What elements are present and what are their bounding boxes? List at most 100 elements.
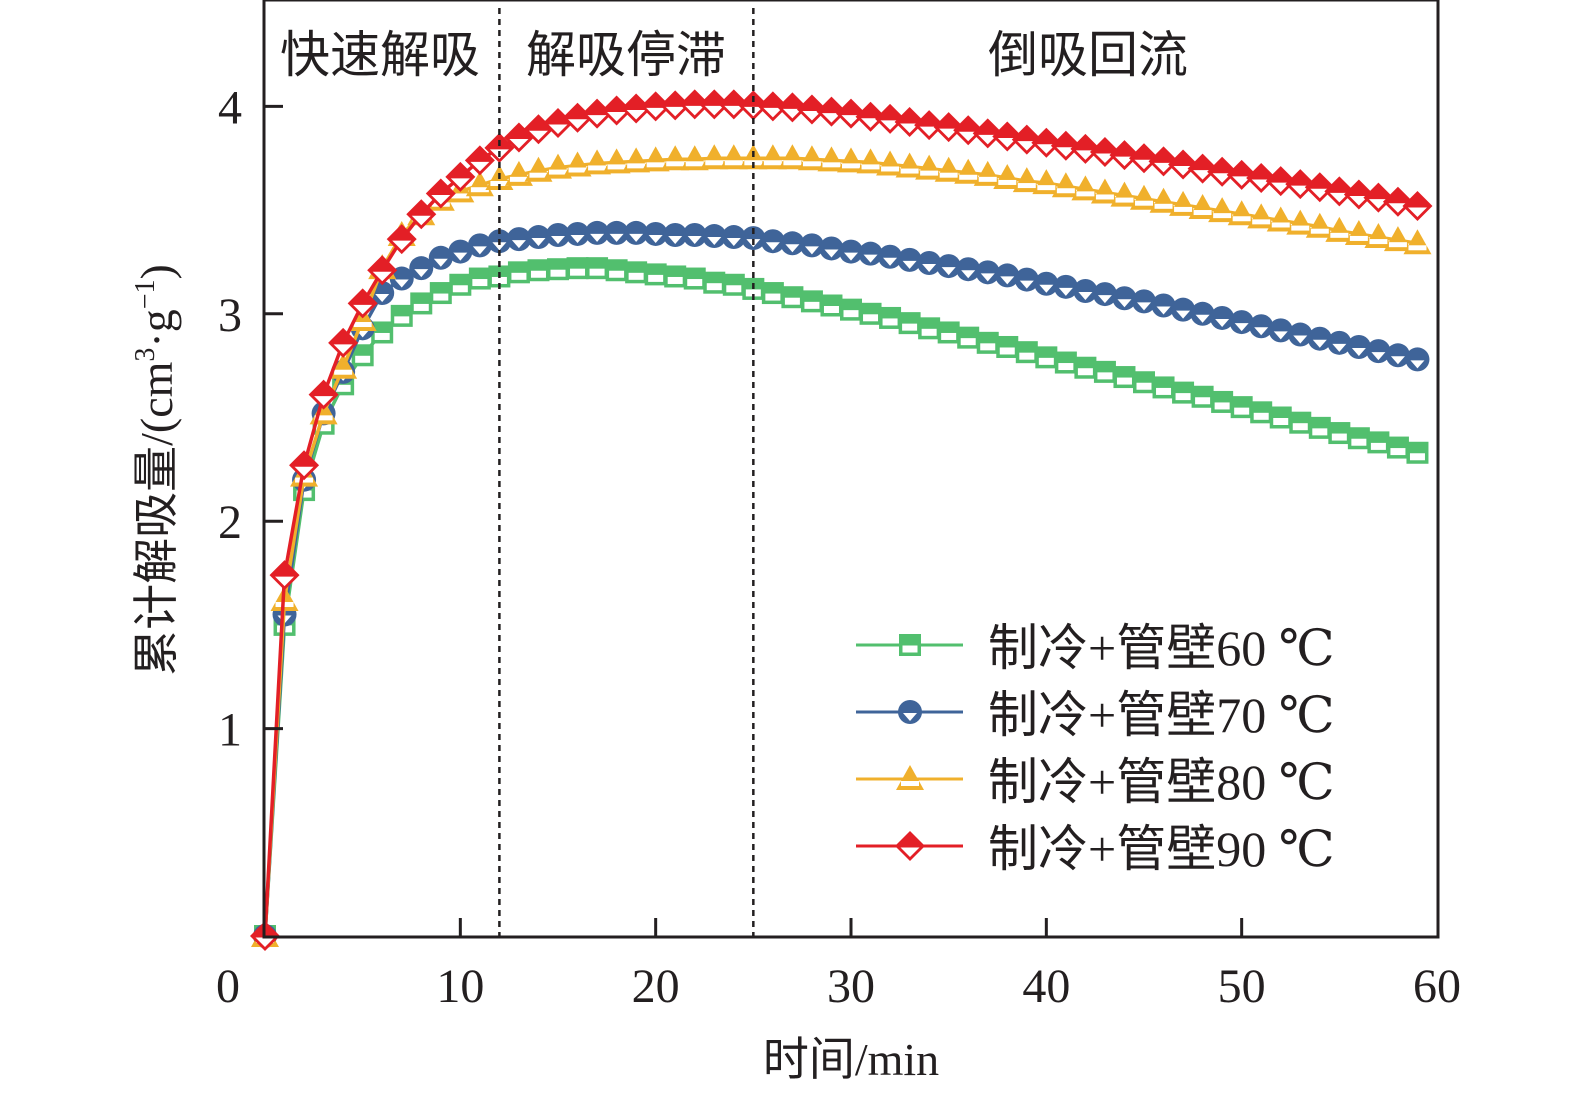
data-point (1113, 366, 1136, 389)
legend-item: 制冷+管壁60 ℃ (856, 620, 1335, 676)
legend-label: 制冷+管壁60 ℃ (988, 620, 1335, 676)
data-point (1367, 431, 1390, 454)
data-point (1405, 347, 1430, 372)
data-point (1129, 143, 1159, 174)
data-point (1304, 172, 1335, 203)
data-point (1285, 169, 1316, 200)
data-point (371, 321, 394, 344)
data-point (719, 144, 748, 170)
data-point (820, 294, 843, 317)
data-point (328, 327, 359, 358)
data-point (409, 256, 434, 281)
data-point (1109, 140, 1140, 171)
data-point (858, 241, 883, 266)
data-point (1133, 371, 1155, 394)
data-point (565, 221, 590, 246)
data-point (856, 148, 885, 174)
data-point (1051, 172, 1080, 198)
x-tick-label: 0 (216, 960, 240, 1013)
data-point (781, 286, 804, 309)
data-point (1112, 286, 1137, 311)
data-point (661, 145, 690, 171)
x-tick-label: 60 (1413, 960, 1461, 1013)
phase-label-desorption-stagnation: 解吸停滞 (526, 27, 726, 83)
data-point (1226, 159, 1257, 190)
data-point (425, 178, 456, 209)
data-point (718, 89, 749, 120)
data-point (933, 112, 964, 143)
data-point (1325, 216, 1354, 242)
data-point (643, 221, 668, 246)
data-point (1074, 356, 1097, 379)
data-point (503, 122, 534, 153)
y-tick-label: 3 (218, 289, 242, 342)
data-point (625, 261, 648, 284)
data-point (1187, 153, 1218, 184)
data-point (429, 282, 452, 305)
data-point (800, 290, 823, 313)
data-point (898, 312, 921, 335)
phase-label-rapid-desorption: 快速解吸 (280, 27, 480, 83)
y-axis-label-mid: ·g (131, 309, 182, 347)
data-point (699, 89, 730, 120)
data-point (992, 121, 1023, 152)
data-point (347, 288, 378, 319)
data-point (1328, 422, 1351, 445)
data-point (1089, 137, 1120, 168)
legend-item: 制冷+管壁70 ℃ (856, 687, 1335, 743)
data-point (703, 271, 726, 294)
data-point (1050, 130, 1081, 161)
data-point (1151, 293, 1176, 318)
data-point (544, 153, 572, 179)
data-point (428, 245, 453, 270)
data-point (796, 94, 827, 125)
data-point (757, 91, 788, 122)
data-point (816, 96, 847, 127)
tick-labels: 0 10 20 30 40 50 60 1 2 3 4 (216, 81, 1461, 1013)
y-axis-label-sup2: −1 (130, 279, 161, 309)
data-point (1246, 162, 1277, 193)
data-point (797, 145, 826, 171)
data-point (1172, 381, 1195, 404)
data-point (1249, 314, 1274, 339)
x-axis-label: 时间/min (763, 1034, 939, 1085)
y-tick-label: 2 (218, 496, 242, 549)
data-point (406, 199, 437, 230)
y-axis-label: 累计解吸量/(cm3·g−1) (130, 264, 182, 676)
x-tick-label: 40 (1022, 960, 1070, 1013)
x-tick-label: 20 (632, 960, 680, 1013)
legend-marker-circle (898, 700, 922, 724)
data-point (562, 102, 593, 133)
data-point (621, 93, 652, 124)
data-point (1403, 229, 1432, 255)
data-point (993, 163, 1022, 189)
data-point (837, 147, 865, 173)
series-4 (250, 89, 1433, 951)
data-point (956, 257, 981, 282)
plot-marks (250, 89, 1433, 951)
data-point (527, 259, 550, 282)
data-point (1383, 226, 1412, 252)
data-point (624, 220, 649, 245)
data-point (604, 220, 629, 245)
data-point (1032, 169, 1061, 195)
data-point (585, 220, 610, 245)
data-point (348, 306, 377, 332)
data-point (1132, 289, 1156, 314)
data-point (996, 335, 1019, 358)
data-point (1286, 209, 1315, 235)
data-point (1035, 346, 1058, 369)
data-point (1054, 351, 1077, 374)
data-point (894, 106, 925, 137)
data-point (1208, 197, 1237, 223)
data-point (875, 103, 906, 134)
data-point (722, 273, 745, 296)
data-point (506, 227, 531, 252)
data-point (1229, 310, 1254, 335)
data-point (1250, 401, 1273, 424)
data-point (1014, 267, 1039, 292)
data-point (878, 244, 903, 269)
data-point (601, 95, 632, 126)
data-point (937, 321, 960, 344)
data-point (953, 115, 984, 146)
